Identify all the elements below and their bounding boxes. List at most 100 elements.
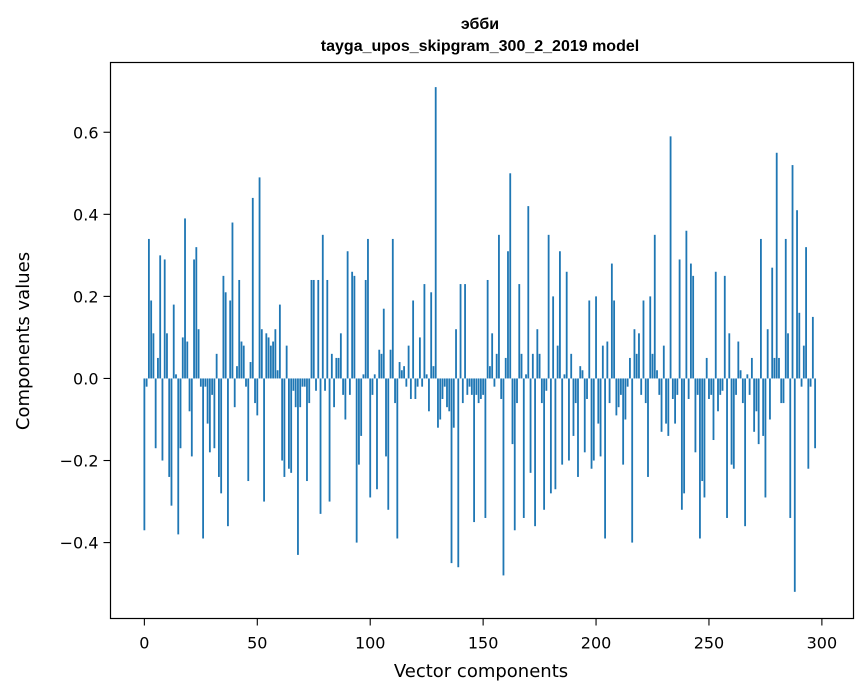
- bar: [152, 333, 155, 379]
- bar: [181, 337, 184, 379]
- bar: [653, 234, 656, 379]
- bar: [685, 230, 688, 379]
- bar: [513, 378, 516, 531]
- bar: [437, 378, 439, 428]
- bar: [660, 378, 663, 432]
- bar: [714, 271, 717, 379]
- bar: [188, 378, 191, 412]
- bar: [195, 247, 198, 379]
- bar: [484, 378, 487, 518]
- bar: [179, 378, 182, 449]
- bar: [764, 378, 767, 498]
- bar: [604, 378, 606, 539]
- bar: [380, 353, 383, 379]
- bar: [342, 378, 345, 395]
- bar: [667, 378, 670, 436]
- bar: [615, 378, 618, 416]
- bar: [649, 296, 652, 379]
- bar: [324, 378, 326, 391]
- bar: [586, 378, 588, 399]
- bar: [236, 366, 238, 379]
- bar: [771, 267, 774, 379]
- bar: [540, 378, 543, 404]
- bar: [489, 366, 491, 379]
- y-axis-ticks: −0.4 −0.2 0.0 0.2 0.4 0.6: [60, 123, 111, 553]
- bar: [147, 238, 150, 379]
- bar: [498, 234, 500, 379]
- bar: [712, 378, 715, 441]
- bar: [493, 378, 496, 387]
- bar: [369, 378, 372, 498]
- bar: [599, 378, 602, 457]
- x-tick-label: 0: [139, 634, 149, 653]
- bar: [708, 378, 710, 399]
- x-tick-label: 300: [807, 634, 838, 653]
- bar: [170, 378, 173, 506]
- bar: [193, 259, 195, 379]
- bar: [283, 378, 286, 477]
- bar: [240, 341, 243, 379]
- y-tick-label: 0.4: [73, 205, 98, 224]
- bar: [407, 345, 410, 379]
- bar: [227, 378, 229, 527]
- bar: [245, 378, 247, 387]
- bar: [143, 378, 146, 531]
- x-axis-label: Vector components: [394, 661, 568, 682]
- bar: [631, 378, 634, 543]
- bar: [689, 263, 692, 379]
- bar: [769, 378, 771, 420]
- bar: [267, 337, 270, 379]
- bar: [355, 378, 358, 543]
- bar: [773, 357, 776, 379]
- bar: [757, 378, 760, 445]
- bar: [145, 378, 148, 387]
- bar: [256, 378, 259, 416]
- bar: [367, 238, 369, 379]
- bar: [671, 378, 674, 399]
- bar: [744, 378, 747, 527]
- bar: [222, 275, 225, 379]
- bar: [563, 374, 566, 379]
- bar: [719, 378, 722, 395]
- bar: [163, 259, 166, 379]
- bar: [590, 378, 593, 469]
- bar: [509, 173, 512, 379]
- bar: [726, 378, 728, 518]
- bar: [507, 251, 509, 379]
- bar: [184, 218, 186, 379]
- bar: [247, 378, 250, 482]
- bar: [276, 370, 279, 379]
- bar: [565, 271, 568, 379]
- bar: [814, 378, 817, 449]
- bar: [782, 378, 785, 404]
- bar: [468, 378, 471, 387]
- bar: [629, 357, 631, 379]
- bar: [378, 349, 381, 379]
- bar: [482, 378, 485, 395]
- bar: [220, 378, 223, 494]
- bar: [491, 333, 494, 379]
- bar: [473, 378, 475, 523]
- bar: [297, 378, 299, 555]
- bar: [308, 378, 311, 404]
- y-tick-label: 0.0: [73, 369, 98, 388]
- bar: [443, 378, 446, 387]
- bar: [595, 296, 597, 379]
- bar: [750, 357, 753, 379]
- bar: [762, 378, 765, 436]
- bar: [464, 284, 466, 379]
- bar: [177, 378, 180, 535]
- bar: [168, 378, 171, 477]
- bar: [475, 378, 478, 395]
- bars-group: [143, 87, 817, 592]
- y-tick-label: 0.6: [73, 123, 98, 142]
- bar: [412, 300, 415, 379]
- bar: [288, 378, 290, 469]
- bar: [559, 251, 561, 379]
- bar: [400, 370, 403, 379]
- bar: [434, 87, 437, 379]
- bar: [317, 279, 320, 379]
- bar: [543, 378, 546, 510]
- bar: [748, 378, 751, 395]
- bar: [486, 279, 489, 379]
